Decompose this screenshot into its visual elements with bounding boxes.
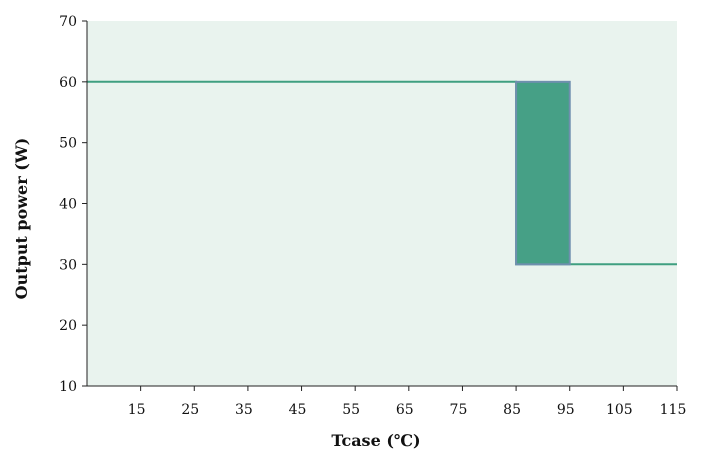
derating-region <box>515 80 571 266</box>
y-tick-label: 10 <box>59 379 77 395</box>
x-tick-label: 115 <box>660 402 687 418</box>
x-axis-title: Tcase (℃) <box>331 431 420 450</box>
x-tick-label: 55 <box>342 402 360 418</box>
x-tick-label: 95 <box>557 402 575 418</box>
y-axis-title: Output power (W) <box>12 138 31 300</box>
y-tick-label: 70 <box>59 14 77 30</box>
x-tick-label: 15 <box>128 402 146 418</box>
x-tick-label: 85 <box>503 402 521 418</box>
x-tick-label: 65 <box>396 402 414 418</box>
y-tick-label: 50 <box>59 136 77 152</box>
y-tick-label: 60 <box>59 75 77 91</box>
x-tick-label: 105 <box>606 402 633 418</box>
y-tick-label: 30 <box>59 257 77 273</box>
x-tick-label: 75 <box>450 402 468 418</box>
y-tick-label: 40 <box>59 197 77 213</box>
x-tick-label: 35 <box>235 402 253 418</box>
y-tick-label: 20 <box>59 318 77 334</box>
x-tick-label: 25 <box>181 402 199 418</box>
x-tick-label: 45 <box>289 402 307 418</box>
plot-area <box>87 21 677 386</box>
